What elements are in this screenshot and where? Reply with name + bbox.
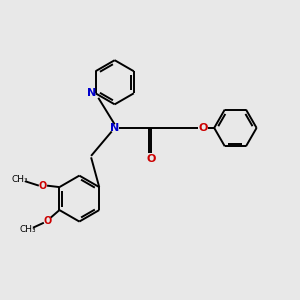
Text: O: O bbox=[147, 154, 156, 164]
Text: CH₃: CH₃ bbox=[12, 175, 28, 184]
Text: O: O bbox=[44, 216, 52, 226]
Text: CH₃: CH₃ bbox=[20, 225, 36, 234]
Text: N: N bbox=[87, 88, 97, 98]
Text: O: O bbox=[38, 181, 47, 190]
Text: O: O bbox=[198, 123, 208, 133]
Text: N: N bbox=[110, 123, 119, 133]
